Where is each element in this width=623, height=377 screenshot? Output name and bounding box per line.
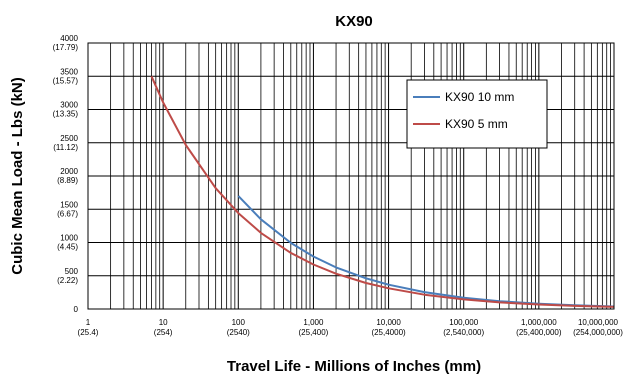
y-tick-sublabel: (15.57) — [53, 76, 79, 85]
y-tick-sublabel: (13.35) — [53, 110, 79, 119]
legend: KX90 10 mm KX90 5 mm — [406, 79, 548, 149]
y-tick-sublabel: (11.12) — [53, 143, 78, 152]
y-tick-label: 1000 — [60, 234, 78, 243]
y-tick-label: 2000 — [60, 167, 78, 176]
y-tick-sublabel: (17.79) — [53, 43, 79, 52]
x-tick-sublabel: (25.4) — [78, 328, 99, 337]
x-tick-label: 100,000 — [449, 318, 478, 327]
x-tick-sublabel: (25,4000) — [371, 328, 406, 337]
x-tick-label: 1,000,000 — [521, 318, 557, 327]
x-tick-label: 10,000 — [376, 318, 401, 327]
x-tick-label: 1,000 — [303, 318, 324, 327]
series-layer — [150, 75, 615, 308]
legend-box — [406, 79, 548, 149]
x-tick-label: 100 — [232, 318, 246, 327]
series-line-10mm — [237, 195, 615, 308]
x-tick-label: 10,000,000 — [578, 318, 619, 327]
x-tick-label: 10 — [159, 318, 168, 327]
y-tick-sublabel: (8.89) — [57, 176, 78, 185]
x-axis-ticks: 1(25.4) 10(254) 100(2540) 1,000(25,400) 10,0… — [78, 318, 623, 337]
y-axis-title: Cubic Mean Load - Lbs (kN) — [9, 77, 26, 275]
y-tick-label: 3500 — [60, 67, 78, 76]
chart-title: KX90 — [335, 13, 373, 30]
legend-label-5mm: KX90 5 mm — [445, 117, 508, 131]
plot-frame — [87, 42, 615, 310]
y-tick-sublabel: (2.22) — [57, 276, 78, 285]
x-axis-title: Travel Life - Millions of Inches (mm) — [227, 358, 481, 375]
y-tick-label: 4000 — [60, 34, 78, 43]
x-tick-sublabel: (254) — [154, 328, 173, 337]
y-tick-label: 2500 — [60, 134, 78, 143]
x-tick-sublabel: (2540) — [227, 328, 250, 337]
legend-label-10mm: KX90 10 mm — [445, 90, 514, 104]
y-tick-label: 500 — [65, 267, 79, 276]
y-tick-label: 3000 — [60, 101, 78, 110]
y-tick-label: 1500 — [60, 200, 78, 209]
y-axis-ticks: 0 500(2.22) 1000(4.45) 1500(6.67) 2000(8.89)… — [53, 34, 79, 314]
x-tick-sublabel: (25,400,000) — [516, 328, 562, 337]
grid — [87, 42, 615, 310]
x-tick-sublabel: (25,400) — [299, 328, 329, 337]
series-line-5mm — [150, 75, 615, 308]
x-tick-sublabel: (254,000,000) — [573, 328, 623, 337]
y-tick-sublabel: (6.67) — [57, 209, 78, 218]
y-tick-sublabel: (4.45) — [57, 243, 78, 252]
x-tick-sublabel: (2,540,000) — [443, 328, 484, 337]
y-tick-label: 0 — [74, 305, 79, 314]
x-tick-label: 1 — [86, 318, 91, 327]
